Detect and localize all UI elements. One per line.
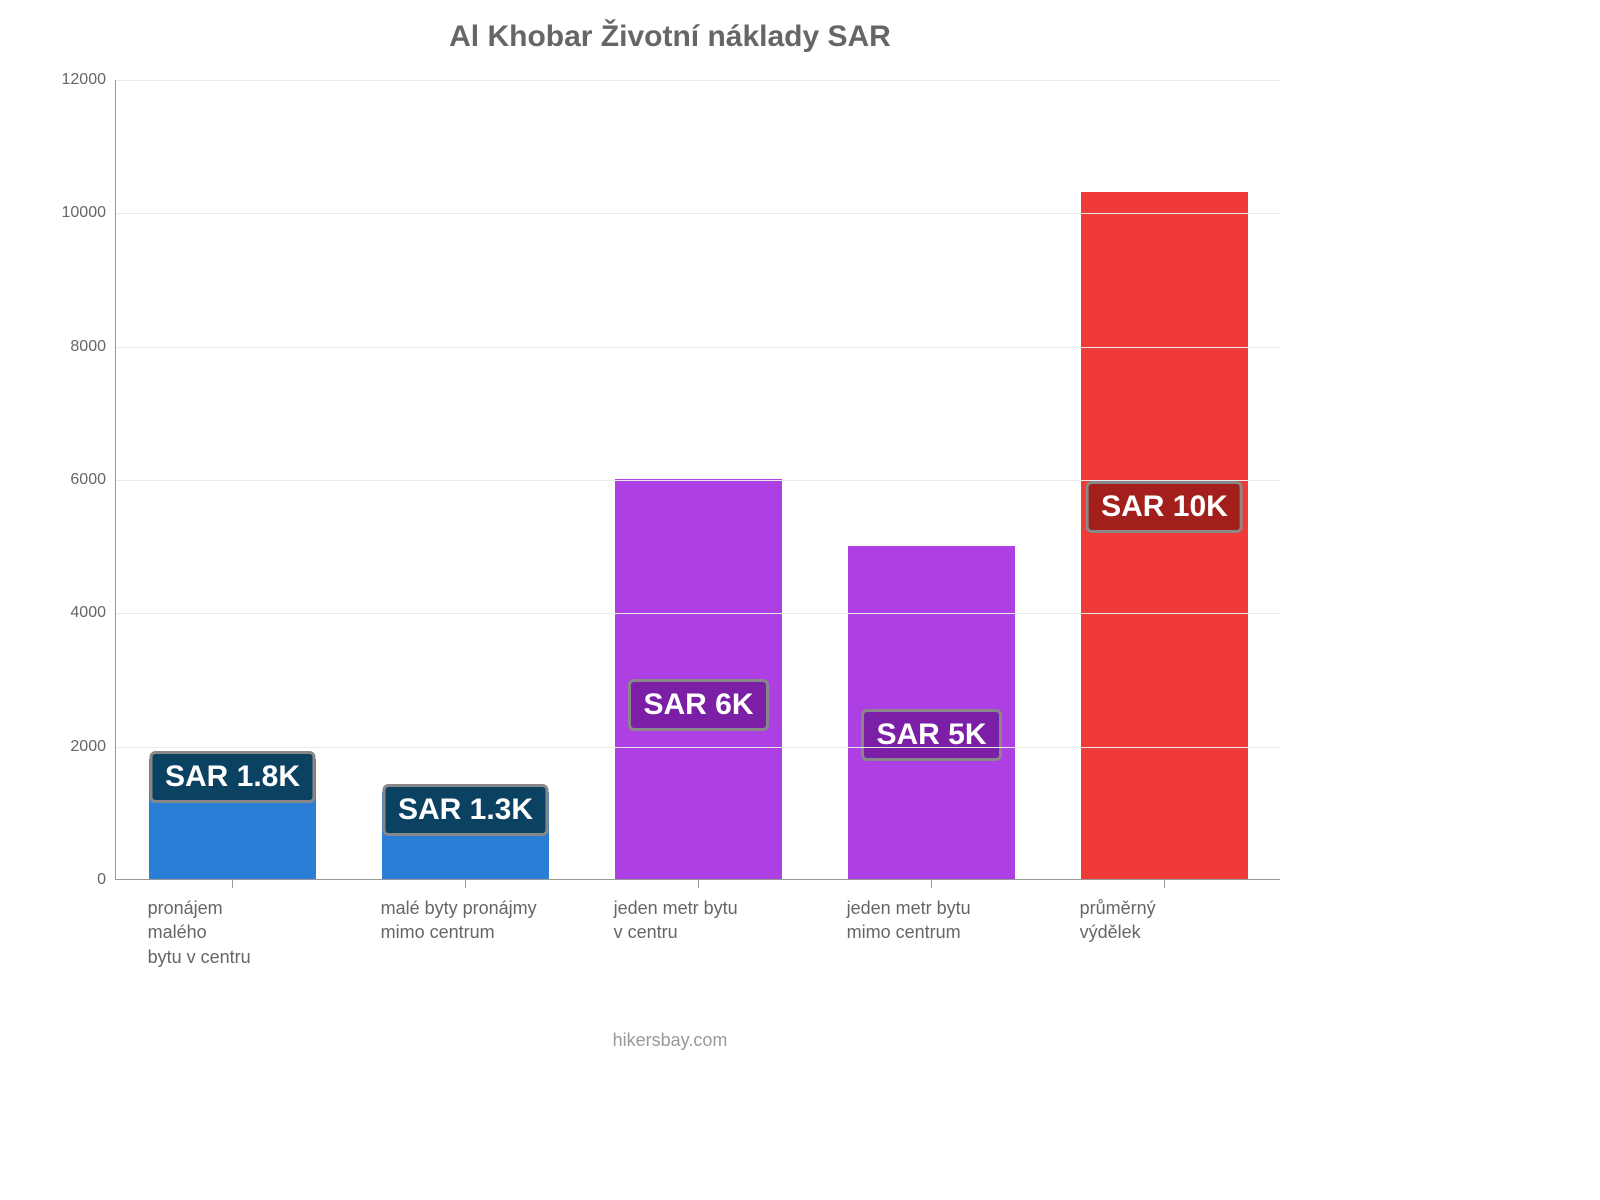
y-tick-label: 2000	[70, 738, 116, 756]
x-axis-label-line: jeden metr bytu	[847, 896, 1045, 920]
grid-line	[116, 747, 1280, 748]
y-tick-label: 6000	[70, 471, 116, 489]
x-tick	[698, 880, 699, 888]
x-axis-label-line: mimo centrum	[847, 920, 1045, 944]
grid-line	[116, 613, 1280, 614]
x-axis-label-line: pronájem	[148, 896, 346, 920]
chart-title: Al Khobar Životní náklady SAR	[55, 20, 1285, 60]
value-badge: SAR 1.8K	[150, 751, 315, 803]
value-badge: SAR 1.3K	[383, 784, 548, 836]
x-axis-label: malé byty pronájmymimo centrum	[381, 896, 579, 945]
x-axis-label: pronájemmaléhobytu v centru	[148, 896, 346, 969]
x-axis-label-line: v centru	[614, 920, 812, 944]
grid-line	[116, 347, 1280, 348]
bar: SAR 6K	[615, 479, 783, 879]
value-badge: SAR 5K	[861, 709, 1001, 761]
x-axis-label-line: průměrný	[1080, 896, 1278, 920]
x-axis-label-line: malého	[148, 920, 346, 944]
bar: SAR 1.8K	[149, 759, 317, 879]
grid-line	[116, 213, 1280, 214]
x-tick	[465, 880, 466, 888]
x-tick	[232, 880, 233, 888]
bar: SAR 1.3K	[382, 792, 550, 879]
x-axis-label-line: malé byty pronájmy	[381, 896, 579, 920]
y-tick-label: 4000	[70, 604, 116, 622]
y-tick-label: 12000	[62, 71, 117, 89]
x-axis-label: jeden metr bytumimo centrum	[847, 896, 1045, 945]
x-axis-label-line: jeden metr bytu	[614, 896, 812, 920]
x-axis-label: jeden metr bytuv centru	[614, 896, 812, 945]
x-axis-label-line: bytu v centru	[148, 945, 346, 969]
grid-line	[116, 480, 1280, 481]
x-tick	[1164, 880, 1165, 888]
x-axis-labels: pronájemmaléhobytu v centru malé byty pro…	[115, 888, 1280, 1028]
grid-line	[116, 80, 1280, 81]
chart-container: Al Khobar Životní náklady SAR SAR 1.8KSA…	[55, 20, 1285, 1060]
x-tick	[931, 880, 932, 888]
x-axis-label-line: mimo centrum	[381, 920, 579, 944]
bar: SAR 5K	[848, 546, 1016, 879]
y-tick-label: 8000	[70, 338, 116, 356]
y-tick-label: 0	[97, 871, 116, 889]
y-tick-label: 10000	[62, 204, 117, 222]
value-badge: SAR 10K	[1086, 481, 1243, 533]
x-axis-label: průměrnývýdělek	[1080, 896, 1278, 945]
chart-footer: hikersbay.com	[55, 1030, 1285, 1051]
plot-area: SAR 1.8KSAR 1.3KSAR 6KSAR 5KSAR 10K 0200…	[115, 80, 1280, 880]
value-badge: SAR 6K	[628, 679, 768, 731]
bar: SAR 10K	[1081, 192, 1249, 879]
x-axis-label-line: výdělek	[1080, 920, 1278, 944]
